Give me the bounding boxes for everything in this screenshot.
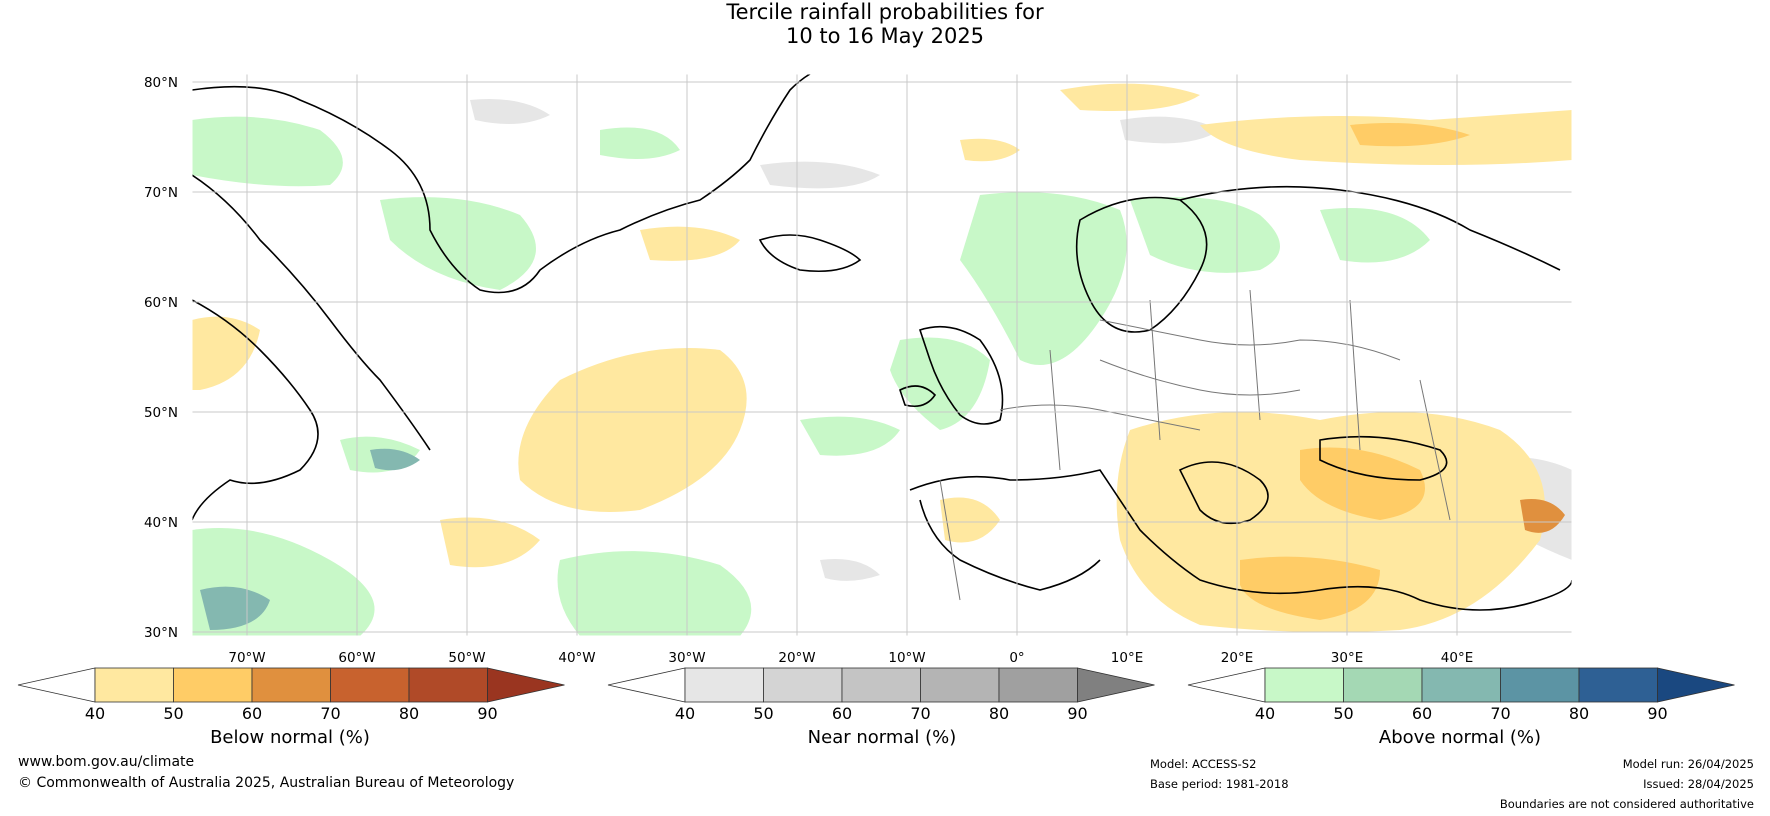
colorbar-segment bbox=[1264, 667, 1344, 703]
colorbar-segment bbox=[684, 667, 764, 703]
colorbar-tick-label: 70 bbox=[910, 704, 930, 723]
colorbar-tick-label: 80 bbox=[1569, 704, 1589, 723]
disclaimer-text: Boundaries are not considered authoritat… bbox=[1499, 797, 1754, 811]
title-line-2: 10 to 16 May 2025 bbox=[785, 24, 985, 48]
base-period-text: Base period: 1981-2018 bbox=[1150, 777, 1289, 791]
lon-label: 20°E bbox=[1221, 650, 1253, 666]
latitude-labels: 80°N 70°N 60°N 50°N 40°N 30°N bbox=[144, 75, 178, 641]
colorbar-low-extension bbox=[1187, 667, 1266, 703]
lat-label: 70°N bbox=[144, 185, 178, 201]
colorbar-tick-label: 40 bbox=[1255, 704, 1275, 723]
colorbar-low-extension bbox=[17, 667, 96, 703]
probability-shading bbox=[192, 83, 1572, 636]
colorbar-tick-label: 80 bbox=[399, 704, 419, 723]
lat-label: 80°N bbox=[144, 75, 178, 91]
colorbar-tick-label: 60 bbox=[1412, 704, 1432, 723]
colorbar-tick-label: 80 bbox=[989, 704, 1009, 723]
colorbar-segment bbox=[330, 667, 410, 703]
lon-label: 50°W bbox=[448, 650, 485, 666]
colorbar-tick-label: 60 bbox=[832, 704, 852, 723]
lon-label: 10°W bbox=[888, 650, 925, 666]
model-run-text: Model run: 26/04/2025 bbox=[1622, 757, 1754, 771]
colorbar-segment bbox=[94, 667, 174, 703]
colorbar-tick-label: 90 bbox=[477, 704, 497, 723]
copyright-text: © Commonwealth of Australia 2025, Austra… bbox=[18, 775, 515, 791]
lon-label: 70°W bbox=[228, 650, 265, 666]
gridlines bbox=[192, 74, 1572, 636]
colorbars: 40 50 60 70 80 90 40 50 60 70 80 90 40 50 60 70 80 90 bbox=[17, 667, 1735, 723]
colorbar-0: 40 50 60 70 80 90 bbox=[17, 667, 565, 723]
colorbar-tick-label: 50 bbox=[163, 704, 183, 723]
colorbar-tick-label: 60 bbox=[242, 704, 262, 723]
lon-label: 40°E bbox=[1441, 650, 1473, 666]
colorbar-segment bbox=[1421, 667, 1501, 703]
colorbar-tick-label: 40 bbox=[675, 704, 695, 723]
colorbar-segment bbox=[841, 667, 921, 703]
lat-label: 30°N bbox=[144, 625, 178, 641]
colorbar-tick-label: 50 bbox=[753, 704, 773, 723]
colorbar-segment bbox=[763, 667, 843, 703]
colorbar-tick-label: 90 bbox=[1067, 704, 1087, 723]
lon-label: 20°W bbox=[778, 650, 815, 666]
colorbar-high-extension bbox=[1077, 667, 1155, 703]
map-frame bbox=[191, 73, 1573, 637]
coastlines bbox=[192, 74, 1572, 611]
below-normal-label: Below normal (%) bbox=[210, 727, 370, 748]
colorbar-segment bbox=[1578, 667, 1658, 703]
website-link[interactable]: www.bom.gov.au/climate bbox=[18, 754, 195, 770]
colorbar-2: 40 50 60 70 80 90 bbox=[1187, 667, 1735, 723]
country-borders bbox=[939, 289, 1451, 601]
forecast-map bbox=[192, 74, 1572, 636]
colorbar-segment bbox=[251, 667, 331, 703]
model-text: Model: ACCESS-S2 bbox=[1150, 757, 1257, 771]
colorbar-high-extension bbox=[487, 667, 565, 703]
lat-label: 60°N bbox=[144, 295, 178, 311]
colorbar-segment bbox=[408, 667, 488, 703]
lat-label: 40°N bbox=[144, 515, 178, 531]
colorbar-tick-label: 40 bbox=[85, 704, 105, 723]
above-normal-label: Above normal (%) bbox=[1378, 727, 1542, 748]
longitude-labels: 70°W 60°W 50°W 40°W 30°W 20°W 10°W 0° 10°E 20°E 30… bbox=[228, 650, 1473, 666]
lon-label: 40°W bbox=[558, 650, 595, 666]
lon-label: 10°E bbox=[1111, 650, 1143, 666]
colorbar-segment bbox=[1343, 667, 1423, 703]
lat-label: 50°N bbox=[144, 405, 178, 421]
near-normal-label: Near normal (%) bbox=[807, 727, 957, 748]
colorbar-tick-label: 70 bbox=[320, 704, 340, 723]
lon-label: 30°E bbox=[1331, 650, 1363, 666]
map-title: Tercile rainfall probabilities for 10 to… bbox=[0, 0, 1770, 48]
lon-label: 0° bbox=[1009, 650, 1024, 666]
lon-label: 60°W bbox=[338, 650, 375, 666]
colorbar-segment bbox=[173, 667, 253, 703]
colorbar-low-extension bbox=[607, 667, 686, 703]
colorbar-tick-label: 50 bbox=[1333, 704, 1353, 723]
issued-text: Issued: 28/04/2025 bbox=[1643, 777, 1754, 791]
colorbar-segment bbox=[1500, 667, 1580, 703]
lon-label: 30°W bbox=[668, 650, 705, 666]
colorbar-segment bbox=[920, 667, 1000, 703]
colorbar-segment bbox=[998, 667, 1078, 703]
colorbar-tick-label: 70 bbox=[1490, 704, 1510, 723]
title-line-1: Tercile rainfall probabilities for bbox=[726, 0, 1044, 24]
colorbar-1: 40 50 60 70 80 90 bbox=[607, 667, 1155, 723]
colorbar-tick-label: 90 bbox=[1647, 704, 1667, 723]
colorbar-high-extension bbox=[1657, 667, 1735, 703]
